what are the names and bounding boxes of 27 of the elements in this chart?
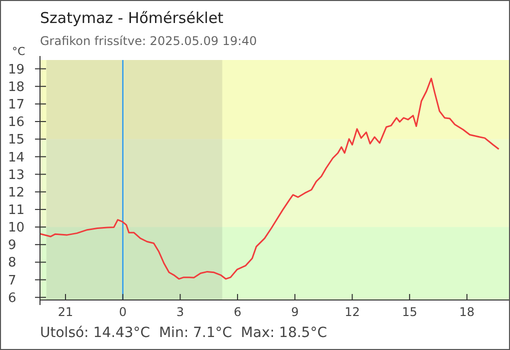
- x-tick-label: 0: [119, 305, 127, 319]
- y-tick-label: 18: [8, 80, 25, 95]
- y-tick-label: 6: [8, 290, 16, 306]
- y-tick-label: 12: [8, 185, 25, 200]
- x-tick-label: 3: [176, 305, 184, 319]
- y-tick-label: 16: [8, 115, 25, 130]
- y-tick-label: 8: [8, 256, 16, 271]
- x-tick-label: 12: [344, 305, 360, 319]
- y-tick-label: 10: [8, 220, 25, 236]
- y-axis-title: °C: [12, 45, 26, 58]
- x-tick-label: 18: [459, 305, 475, 319]
- y-tick-label: 15: [8, 132, 25, 148]
- x-tick-label: 15: [402, 305, 418, 319]
- x-tick-label: 6: [234, 305, 242, 319]
- line-series: [40, 78, 500, 280]
- chart-subtitle: Grafikon frissítve: 2025.05.09 19:40: [40, 34, 257, 48]
- y-tick-label: 14: [8, 150, 25, 166]
- y-tick-label: 19: [8, 62, 25, 78]
- y-tick-label: 17: [8, 98, 25, 113]
- y-tick-label: 7: [8, 273, 16, 288]
- text: Utolsó: 14.43°C Min: 7.1°C Max: 18.5°C: [40, 325, 328, 341]
- y-tick-label: 11: [8, 203, 25, 218]
- y-tick-label: 9: [8, 238, 16, 254]
- y-tick-label: 13: [8, 168, 25, 183]
- x-tick-label: 21: [58, 305, 74, 319]
- x-tick-label: 9: [291, 305, 299, 319]
- chart-title: Szatymaz - Hőmérséklet: [40, 9, 224, 27]
